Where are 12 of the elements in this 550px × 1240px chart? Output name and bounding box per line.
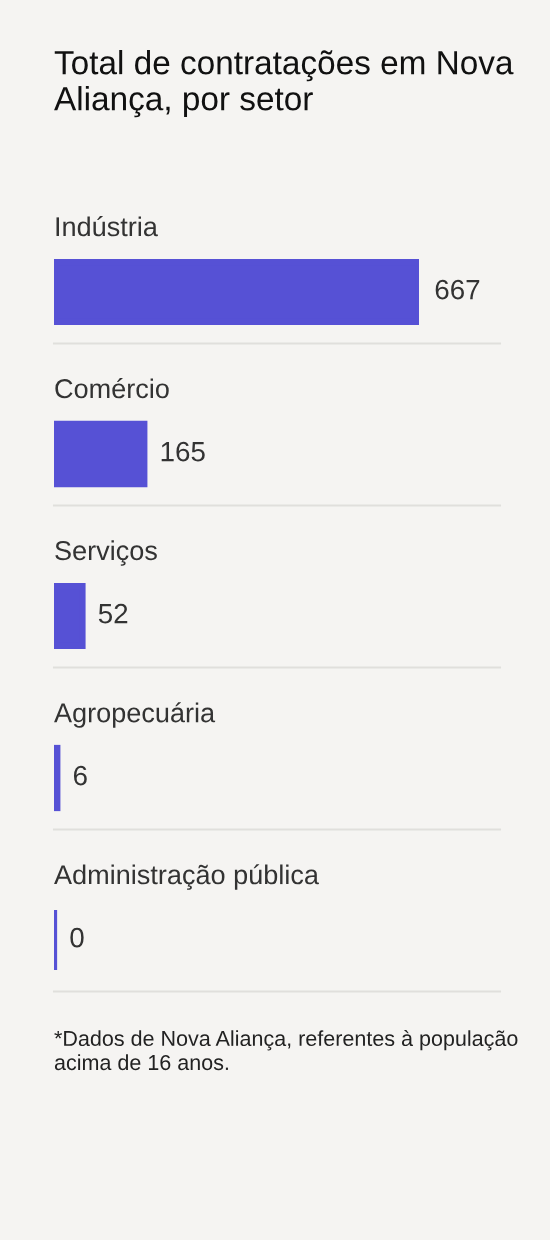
data-label: 0 <box>70 927 84 948</box>
y-tick-label: Comércio <box>55 378 169 399</box>
y-tick-label: Serviços <box>55 540 157 566</box>
chart-title: Total de contratações em Nova Aliança, por setor <box>54 50 514 118</box>
data-label: 667 <box>435 279 480 300</box>
data-label: 6 <box>73 765 87 786</box>
text: *Dados de Nova Aliança, referentes à população acima de 16 anos. <box>54 1030 518 1071</box>
data-label: 165 <box>161 441 205 462</box>
y-tick-label: Administração pública <box>54 864 319 890</box>
y-tick-label: Agropecuária <box>54 702 216 728</box>
data-label: 52 <box>98 603 128 624</box>
y-tick-label: Indústria <box>56 216 158 237</box>
